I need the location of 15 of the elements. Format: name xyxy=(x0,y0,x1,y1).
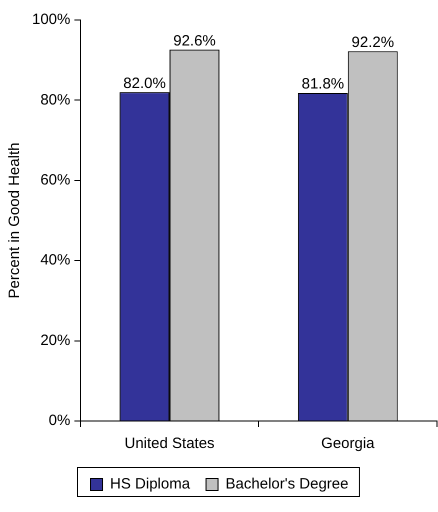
legend-label: HS Diploma xyxy=(110,476,191,493)
data-label: 92.2% xyxy=(352,34,394,51)
y-tick-label: 0% xyxy=(48,412,70,430)
data-label: 81.8% xyxy=(302,76,344,93)
y-tick-label: 20% xyxy=(40,332,70,349)
y-tick-label: 100% xyxy=(32,11,70,28)
data-label: 82.0% xyxy=(123,74,166,92)
y-tick-label: 80% xyxy=(40,91,70,108)
x-tick-label: Georgia xyxy=(321,435,376,452)
legend-label: Bachelor's Degree xyxy=(226,476,348,493)
data-label: 92.6% xyxy=(173,32,216,50)
x-tick-label: United States xyxy=(124,435,215,452)
y-axis-title: Percent in Good Health xyxy=(6,142,24,298)
y-tick-label: 60% xyxy=(40,172,70,189)
y-tick-label: 40% xyxy=(40,252,70,269)
